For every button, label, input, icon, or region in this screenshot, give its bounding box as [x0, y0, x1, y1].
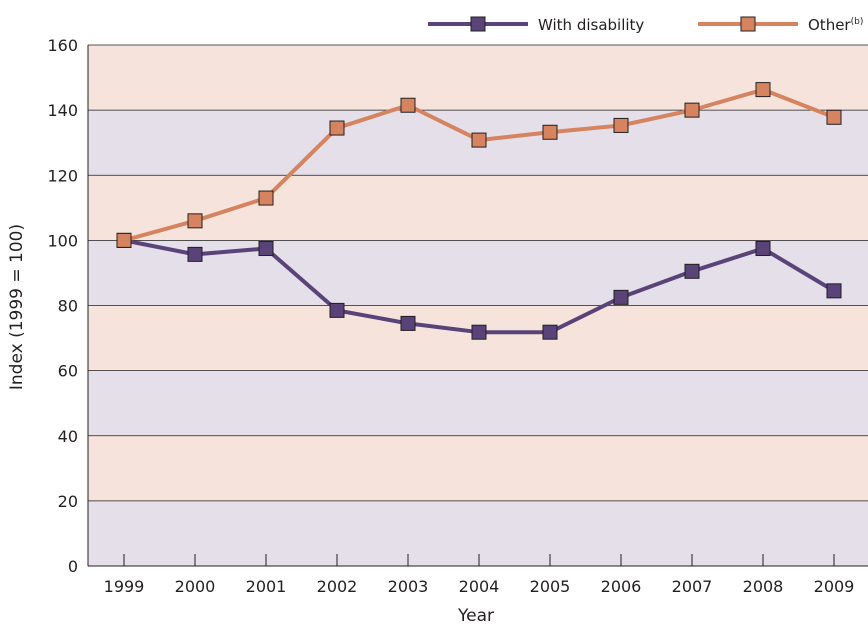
data-point-with-disability [329, 302, 345, 318]
y-tick-label: 20 [58, 492, 78, 511]
data-point-with-disability [613, 289, 629, 305]
data-point-other [542, 124, 558, 140]
x-tick-label: 2001 [246, 577, 287, 596]
x-tick-label: 2000 [175, 577, 216, 596]
y-tick-label: 120 [47, 166, 78, 185]
x-axis-ticks: 1999 2000 2001 2002 2003 2004 2005 2006 2007 2008… [104, 554, 855, 596]
plot-band [88, 435, 868, 501]
y-tick-label: 80 [58, 297, 78, 316]
data-point-other [755, 82, 771, 98]
data-point-other [684, 102, 700, 118]
x-tick-label: 2002 [317, 577, 358, 596]
x-tick-label: 2004 [459, 577, 500, 596]
plot-band [88, 240, 868, 306]
x-tick-label: 2008 [743, 577, 784, 596]
plot-band [88, 45, 868, 111]
data-point-other [826, 109, 842, 125]
plot-bands [88, 45, 868, 566]
plot-band [88, 370, 868, 436]
data-point-other [329, 120, 345, 136]
x-tick-label: 2007 [672, 577, 713, 596]
data-point-with-disability [258, 241, 274, 257]
y-tick-label: 60 [58, 362, 78, 381]
y-tick-label: 100 [47, 231, 78, 250]
y-tick-label: 140 [47, 101, 78, 120]
x-axis-title: Year [457, 606, 494, 626]
gridlines [88, 44, 868, 502]
data-point-other [116, 232, 132, 248]
plot-band [88, 175, 868, 241]
x-tick-label: 2005 [530, 577, 571, 596]
y-tick-label: 160 [47, 36, 78, 55]
data-point-with-disability [755, 241, 771, 257]
x-tick-label: 1999 [104, 577, 145, 596]
legend-marker-with-disability [470, 16, 486, 32]
legend-label-with-disability: With disability [538, 16, 644, 34]
y-tick-label: 0 [68, 557, 78, 576]
x-tick-label: 2003 [388, 577, 429, 596]
legend: With disability Other(b) [428, 16, 863, 34]
data-point-with-disability [400, 315, 416, 331]
legend-item-with-disability: With disability [428, 16, 644, 34]
data-point-other [187, 213, 203, 229]
data-point-with-disability [542, 324, 558, 340]
legend-label-other: Other(b) [808, 16, 863, 34]
legend-marker-other [740, 16, 756, 32]
plot-band [88, 500, 868, 566]
data-point-other [400, 97, 416, 113]
y-axis-ticks: 0 20 40 60 80 100 120 140 160 [47, 36, 78, 576]
x-tick-label: 2006 [601, 577, 642, 596]
data-point-other [613, 117, 629, 133]
data-point-with-disability [471, 324, 487, 340]
legend-label-other-sup: (b) [851, 17, 864, 27]
y-tick-label: 40 [58, 427, 78, 446]
data-point-with-disability [826, 283, 842, 299]
data-point-other [471, 132, 487, 148]
data-point-other [258, 190, 274, 206]
legend-label-other-text: Other [808, 16, 851, 34]
series-layer [116, 82, 842, 340]
data-point-with-disability [187, 246, 203, 262]
y-axis-title: Index (1999 = 100) [7, 224, 27, 390]
data-point-with-disability [684, 263, 700, 279]
legend-item-other: Other(b) [698, 16, 863, 34]
x-tick-label: 2009 [814, 577, 855, 596]
